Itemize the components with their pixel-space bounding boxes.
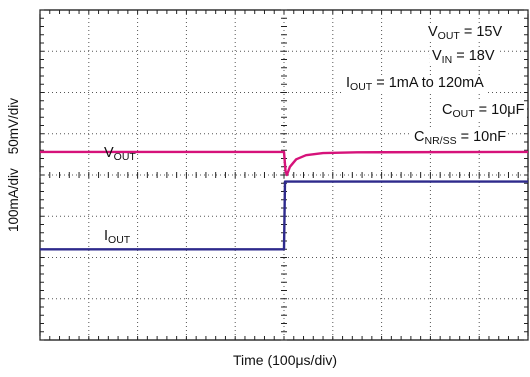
trace-label-vout: VOUT [104, 145, 136, 163]
trace-vout [40, 150, 529, 177]
annotation-cout: COUT = 10μF [440, 102, 527, 120]
y-axis-label-voltage: 50mV/div [6, 97, 21, 155]
trace-iout [40, 180, 528, 251]
y-axis-label-current: 100mA/div [6, 168, 21, 233]
y-axis-label: 100mA/div 50mV/div [6, 0, 30, 330]
annotation-cnrss: CNR/SS = 10nF [412, 129, 509, 147]
annotation-vout: VOUT = 15V [426, 24, 505, 42]
annotation-vin: VIN = 18V [430, 48, 497, 66]
trace-group [40, 150, 529, 251]
trace-label-iout: IOUT [104, 228, 131, 246]
annotation-iout: IOUT = 1mA to 120mA [344, 75, 486, 93]
x-axis-label: Time (100μs/div) [232, 352, 337, 368]
